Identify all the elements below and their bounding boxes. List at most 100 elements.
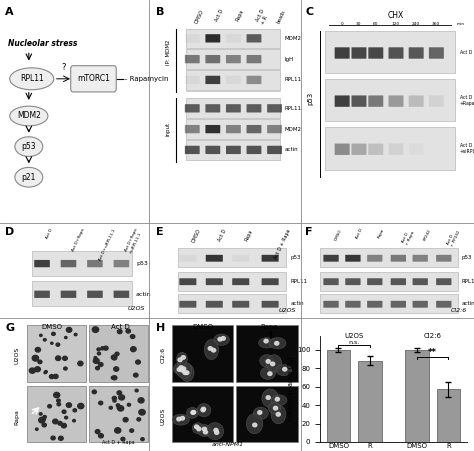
Ellipse shape — [173, 363, 186, 375]
Circle shape — [44, 372, 46, 374]
Circle shape — [38, 360, 42, 364]
Circle shape — [51, 436, 55, 440]
Circle shape — [54, 392, 60, 398]
Circle shape — [132, 349, 135, 351]
Text: A: A — [5, 7, 14, 17]
Circle shape — [181, 416, 184, 420]
Circle shape — [181, 356, 185, 359]
FancyBboxPatch shape — [186, 140, 281, 160]
Text: 360: 360 — [432, 22, 440, 26]
Circle shape — [113, 357, 117, 360]
FancyBboxPatch shape — [412, 278, 428, 285]
FancyBboxPatch shape — [323, 278, 339, 285]
Text: Act D: Act D — [45, 228, 53, 240]
FancyBboxPatch shape — [32, 251, 132, 276]
Ellipse shape — [176, 352, 187, 366]
Circle shape — [208, 347, 212, 350]
FancyBboxPatch shape — [345, 278, 361, 285]
FancyBboxPatch shape — [205, 104, 220, 112]
FancyBboxPatch shape — [323, 255, 339, 262]
Text: actin: actin — [291, 301, 304, 307]
Text: 60: 60 — [373, 22, 378, 26]
Circle shape — [112, 376, 117, 380]
Circle shape — [40, 417, 44, 421]
Text: D: D — [5, 227, 15, 237]
Ellipse shape — [204, 340, 219, 359]
FancyBboxPatch shape — [246, 146, 261, 154]
Circle shape — [221, 336, 225, 340]
FancyBboxPatch shape — [367, 255, 383, 262]
Ellipse shape — [271, 405, 286, 424]
Y-axis label: nucleolar area (%): nucleolar area (%) — [287, 357, 294, 421]
FancyBboxPatch shape — [185, 146, 200, 154]
Text: Cl2:6: Cl2:6 — [450, 308, 466, 313]
Text: Act D+Rapa
+siRPL11-1: Act D+Rapa +siRPL11-1 — [124, 228, 143, 254]
Ellipse shape — [197, 404, 211, 417]
Text: actin: actin — [285, 147, 299, 152]
FancyBboxPatch shape — [34, 290, 50, 298]
FancyBboxPatch shape — [114, 290, 129, 298]
Circle shape — [197, 427, 201, 431]
Text: RPL11: RPL11 — [462, 279, 474, 284]
Circle shape — [109, 406, 112, 409]
Text: p53: p53 — [136, 261, 148, 266]
Ellipse shape — [260, 354, 274, 367]
FancyBboxPatch shape — [205, 55, 220, 63]
Circle shape — [92, 390, 96, 394]
FancyBboxPatch shape — [186, 28, 281, 48]
Circle shape — [177, 368, 182, 371]
Text: U2OS: U2OS — [345, 333, 364, 339]
Text: Act D
+ PP242: Act D + PP242 — [447, 228, 462, 248]
Circle shape — [52, 332, 55, 336]
Circle shape — [211, 349, 216, 352]
Text: p53: p53 — [462, 255, 472, 261]
Circle shape — [183, 371, 187, 374]
Text: – Rapamycin: – Rapamycin — [124, 76, 169, 82]
Text: Act D: Act D — [110, 324, 129, 330]
FancyBboxPatch shape — [267, 104, 282, 112]
Circle shape — [99, 434, 103, 438]
Circle shape — [111, 355, 117, 360]
FancyBboxPatch shape — [61, 290, 76, 298]
Ellipse shape — [246, 414, 263, 434]
Circle shape — [126, 329, 130, 333]
Circle shape — [66, 327, 72, 332]
FancyBboxPatch shape — [367, 301, 383, 308]
Circle shape — [42, 417, 46, 420]
Text: Rapa: Rapa — [15, 409, 19, 424]
FancyBboxPatch shape — [262, 278, 279, 285]
FancyBboxPatch shape — [226, 104, 241, 112]
Circle shape — [43, 415, 46, 418]
Ellipse shape — [269, 337, 286, 349]
Circle shape — [45, 371, 47, 373]
Text: DMSO: DMSO — [42, 324, 63, 330]
Circle shape — [48, 405, 52, 408]
Circle shape — [51, 342, 53, 344]
FancyBboxPatch shape — [185, 76, 200, 84]
FancyBboxPatch shape — [325, 31, 455, 74]
Circle shape — [266, 396, 270, 399]
FancyBboxPatch shape — [246, 55, 261, 63]
FancyBboxPatch shape — [179, 301, 196, 308]
Circle shape — [130, 429, 134, 433]
FancyBboxPatch shape — [320, 272, 458, 291]
Text: MDM2: MDM2 — [285, 127, 302, 132]
Bar — [358, 361, 382, 442]
Circle shape — [32, 355, 38, 361]
FancyBboxPatch shape — [237, 386, 298, 442]
Circle shape — [258, 411, 262, 414]
Text: Act D: Act D — [460, 50, 472, 55]
Ellipse shape — [186, 407, 198, 419]
Text: U2OS: U2OS — [15, 346, 19, 364]
Text: min: min — [456, 22, 465, 26]
Text: Act D: Act D — [217, 228, 228, 242]
Ellipse shape — [176, 362, 192, 378]
Text: Act D+Rapa: Act D+Rapa — [72, 228, 86, 253]
FancyBboxPatch shape — [179, 255, 196, 262]
FancyBboxPatch shape — [71, 66, 116, 92]
Circle shape — [182, 367, 186, 371]
Circle shape — [115, 428, 121, 433]
Circle shape — [201, 407, 206, 411]
FancyBboxPatch shape — [178, 272, 286, 291]
FancyBboxPatch shape — [61, 260, 76, 267]
